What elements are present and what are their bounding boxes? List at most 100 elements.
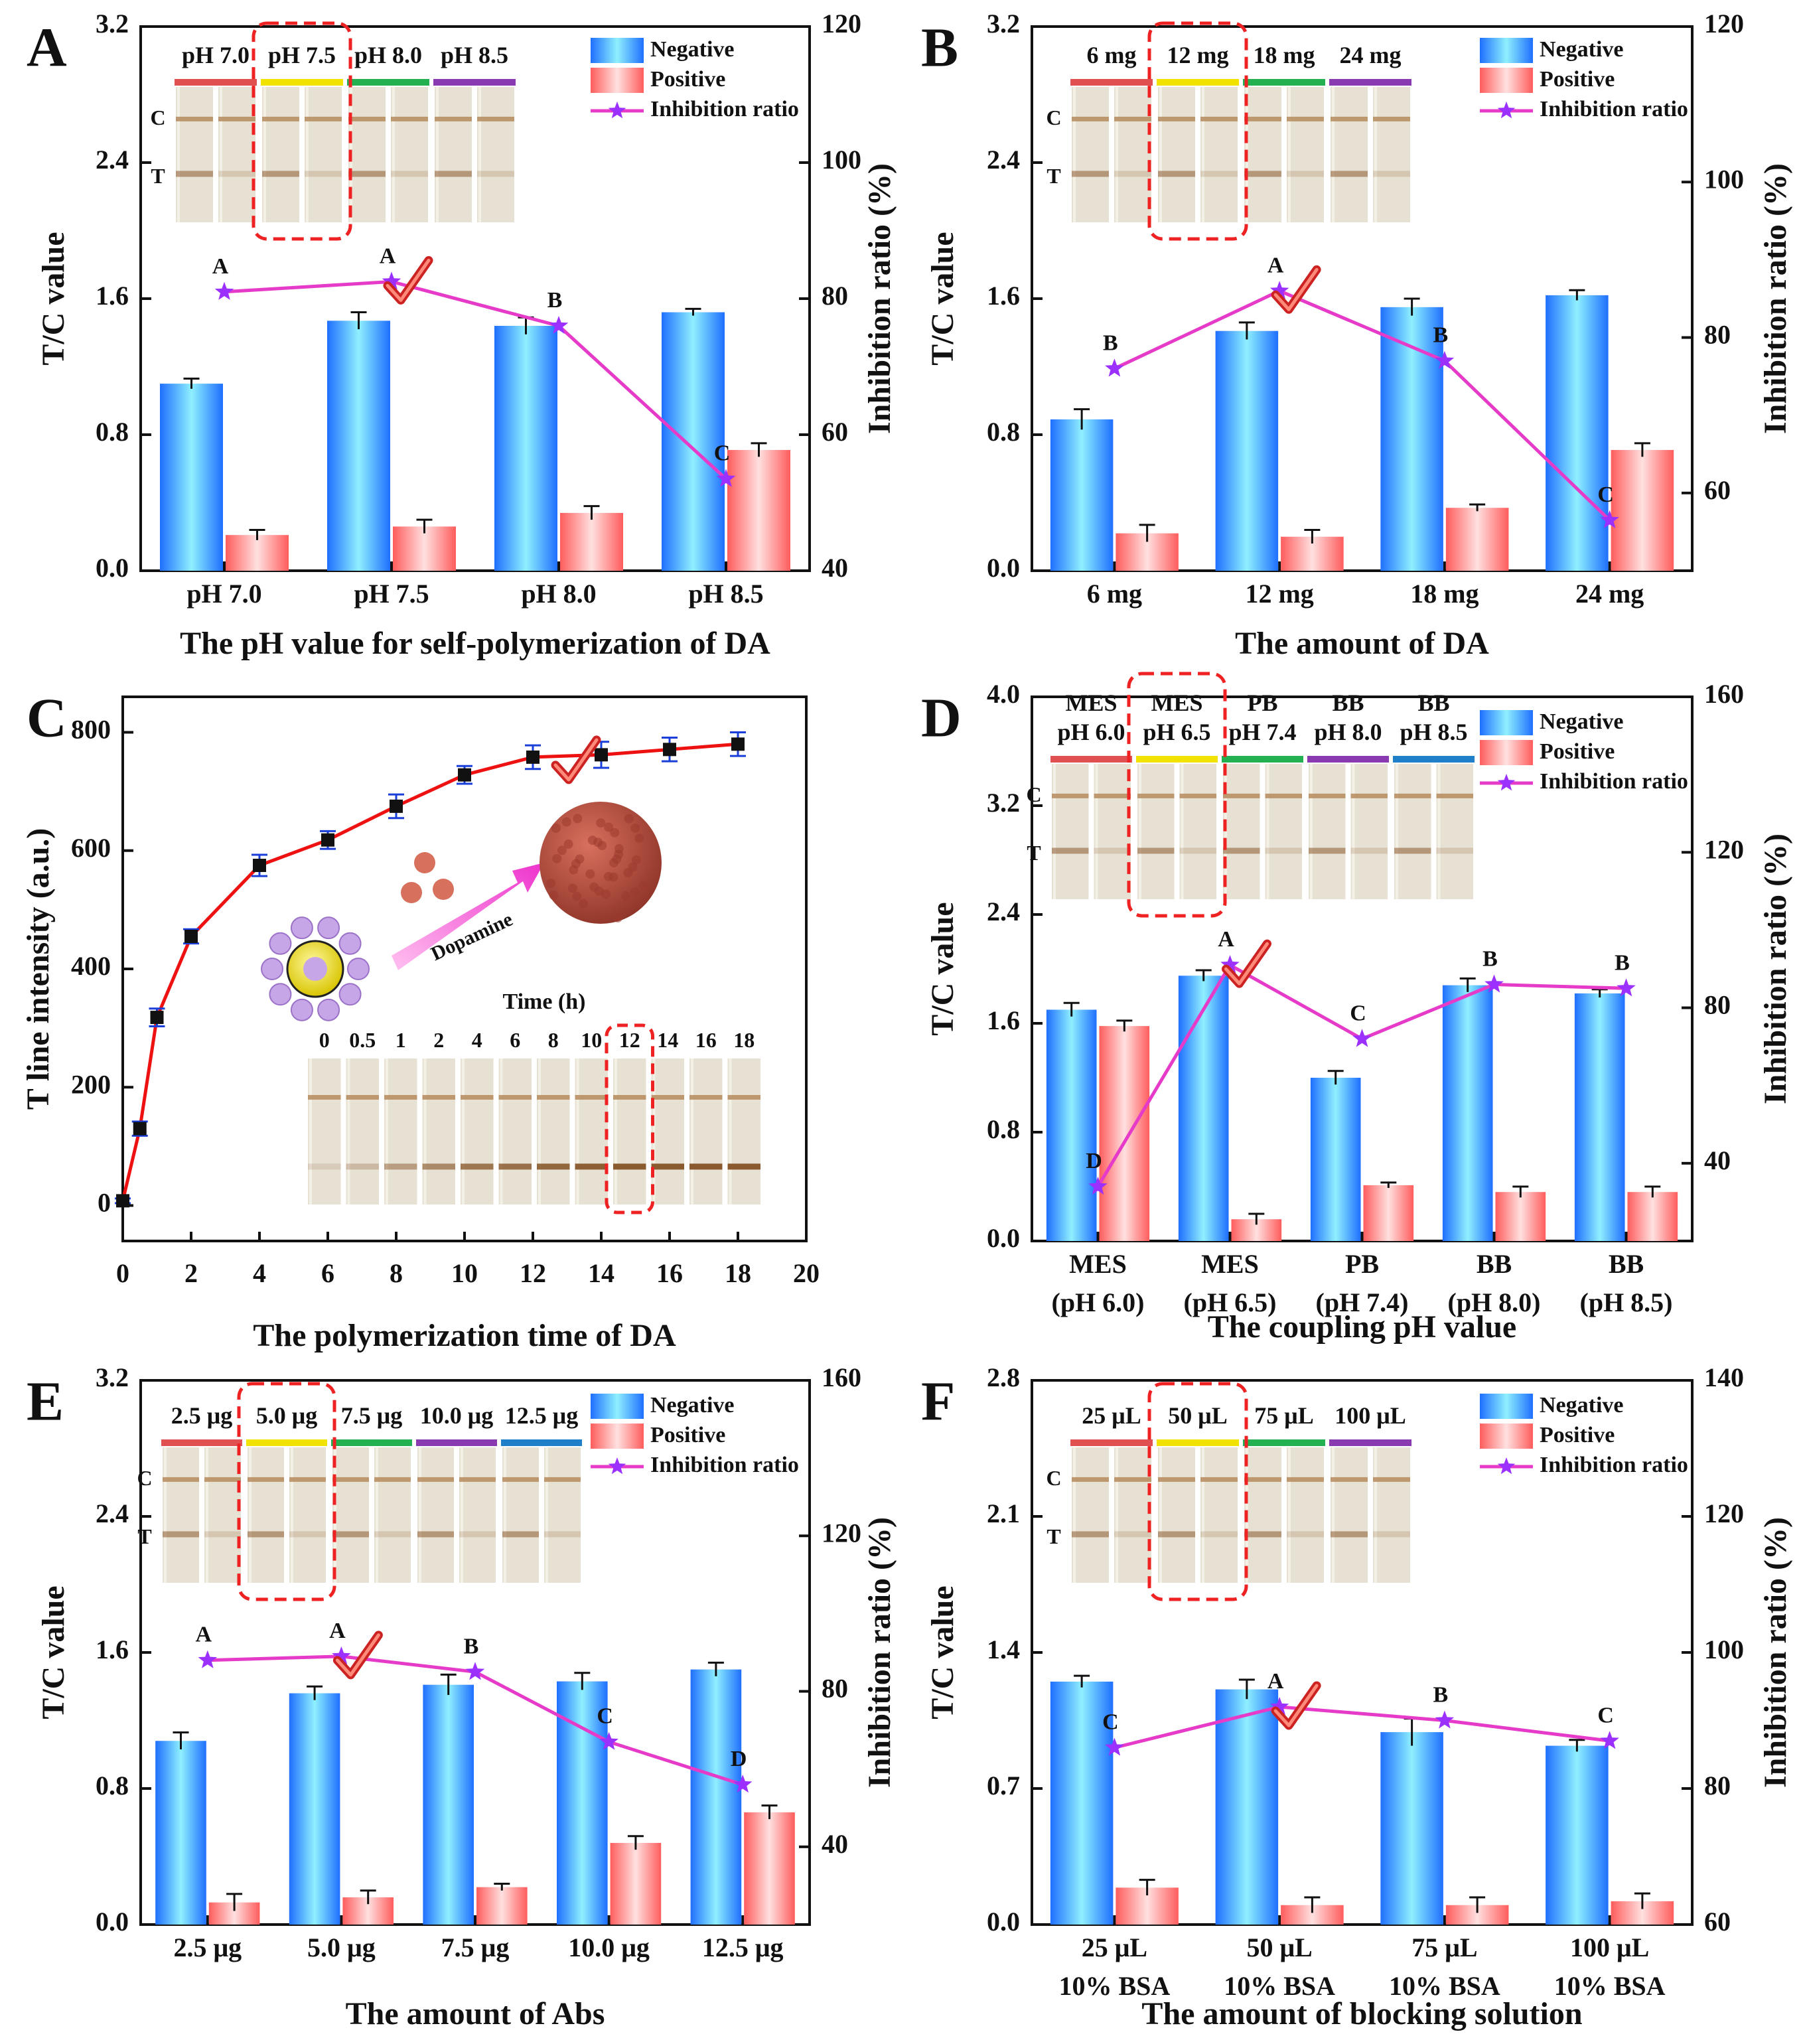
legend-swatch-positive	[1480, 1424, 1533, 1449]
legend: Negative Positive Inhibition ratio	[1480, 1393, 1688, 1477]
y-tick-label: 0.7	[987, 1771, 1020, 1800]
y-tick-label: 800	[71, 715, 111, 745]
inset-header: pH 8.0	[1314, 719, 1382, 745]
x-tick-label: 4	[253, 1258, 266, 1288]
test-strip-negative-edge	[249, 1447, 252, 1583]
check-mark-icon-highlight	[553, 738, 599, 782]
test-strip-c-line	[461, 1095, 494, 1100]
test-strip-negative-c-line	[248, 1477, 284, 1482]
test-strip-negative	[348, 87, 386, 222]
test-strip-edge	[538, 1058, 541, 1204]
test-strip-negative-t-line	[1223, 847, 1260, 854]
bar-negative	[1215, 330, 1279, 571]
strip-inset: 6 mg 12 mg 18 mg 24 mg C T	[1046, 21, 1411, 241]
bar-positive	[226, 535, 289, 571]
test-strip	[613, 1058, 646, 1204]
legend: Negative Positive Inhibition ratio	[1480, 37, 1688, 121]
test-strip-positive	[1094, 764, 1131, 899]
test-strip-edge	[691, 1058, 693, 1204]
test-strip-negative-c-line	[1137, 793, 1175, 798]
test-strip-edge	[386, 1058, 388, 1204]
inset-color-bar	[161, 1439, 242, 1446]
antibody-icon	[261, 958, 283, 980]
nanoparticle-texture	[557, 845, 567, 855]
inset-header: PB	[1247, 690, 1277, 716]
legend-star-ratio	[1497, 774, 1516, 791]
test-strip-positive-t-line	[1436, 847, 1473, 854]
test-strip-negative-t-line	[1309, 847, 1346, 854]
y-tick-label: 0.0	[987, 1907, 1020, 1936]
test-strip-negative-c-line	[1309, 793, 1346, 798]
inset-color-bar	[501, 1439, 582, 1446]
test-strip	[384, 1058, 417, 1204]
significance-letter: B	[464, 1634, 479, 1658]
legend-label-ratio: Inhibition ratio	[650, 97, 799, 121]
test-strip-positive-c-line	[1350, 793, 1388, 798]
intensity-point	[663, 743, 676, 757]
significance-letter: C	[1597, 482, 1614, 507]
test-strip-positive	[1287, 1447, 1324, 1583]
legend-label-positive: Positive	[1540, 739, 1615, 764]
test-strip-positive-t-line	[544, 1531, 581, 1538]
test-strip-negative-edge	[1396, 764, 1398, 899]
test-strip-positive-edge	[206, 1447, 208, 1583]
bar-negative	[1380, 1732, 1443, 1925]
test-strip-positive-c-line	[391, 116, 428, 121]
significance-letter: A	[196, 1623, 212, 1647]
legend-label-ratio: Inhibition ratio	[650, 1453, 799, 1477]
x-axis-title: The pH value for self-polymerization of …	[180, 626, 770, 661]
x-tick-label: 18	[725, 1258, 751, 1288]
x-tick-label: 2	[184, 1258, 198, 1288]
bar-positive	[1495, 1192, 1546, 1241]
x-tick-label: 0	[116, 1258, 129, 1288]
y2-tick-label: 140	[1704, 1362, 1744, 1392]
inhibition-ratio-point	[1220, 955, 1240, 974]
test-strip-positive-c-line	[204, 1477, 241, 1482]
inset-header: 7.5 μg	[341, 1402, 402, 1429]
x-tick-label: 50 μL	[1246, 1933, 1312, 1962]
test-strip-positive-c-line	[1179, 793, 1216, 798]
dopamine-molecule-icon	[433, 879, 454, 900]
inset-header: 5.0 μg	[256, 1402, 317, 1429]
inhibition-ratio-point	[1600, 510, 1619, 528]
inset-time-label: 0	[319, 1028, 330, 1052]
test-strip-negative-t-line	[1052, 847, 1089, 854]
selected-condition-box	[1147, 1382, 1248, 1601]
test-strip-negative-edge	[263, 87, 266, 222]
test-strip-positive-edge	[1288, 87, 1291, 222]
y-tick-label: 2.1	[987, 1498, 1020, 1528]
test-strip-positive-t-line	[374, 1531, 411, 1538]
test-strip-c-line	[308, 1095, 341, 1100]
test-strip-positive	[1436, 764, 1473, 899]
x-tick-label: (pH 6.0)	[1052, 1287, 1145, 1317]
test-strip	[308, 1058, 341, 1204]
inset-header: 6 mg	[1087, 42, 1137, 68]
test-strip-t-line	[422, 1163, 455, 1170]
panel-f: F 0.0 0.7 1.4 2.1 2.8 60 80 100 120 140 T/C value In…	[921, 1362, 1793, 2031]
inhibition-ratio-point	[716, 469, 736, 487]
legend-swatch-negative	[1480, 38, 1533, 63]
legend-swatch-positive	[1480, 740, 1533, 765]
bar-positive	[1627, 1192, 1678, 1241]
significance-letter: C	[714, 441, 731, 466]
intensity-point	[133, 1122, 147, 1135]
x-tick-label: pH 8.0	[521, 579, 596, 609]
y-axis-title: T/C value	[925, 232, 960, 365]
test-strip-negative-c-line	[1158, 116, 1195, 121]
test-strip-positive-t-line	[289, 1531, 326, 1538]
test-strip-positive-edge	[1288, 1447, 1291, 1583]
significance-letter: A	[1218, 927, 1234, 952]
y2-tick-label: 120	[1704, 834, 1744, 864]
intensity-point	[731, 737, 745, 751]
inset-header: 12 mg	[1167, 42, 1229, 68]
significance-letter: A	[1267, 1669, 1284, 1694]
inset-color-bar	[1393, 756, 1475, 763]
test-strip-negative-c-line	[348, 116, 386, 121]
test-strip-negative	[1244, 1447, 1281, 1583]
selected-condition-box	[252, 21, 352, 241]
test-strip-negative-t-line	[1158, 1531, 1195, 1538]
inhibition-ratio-point	[214, 281, 234, 300]
bar-negative	[690, 1669, 742, 1925]
test-strip-edge	[309, 1058, 312, 1204]
test-strip-negative-c-line	[1223, 793, 1260, 798]
